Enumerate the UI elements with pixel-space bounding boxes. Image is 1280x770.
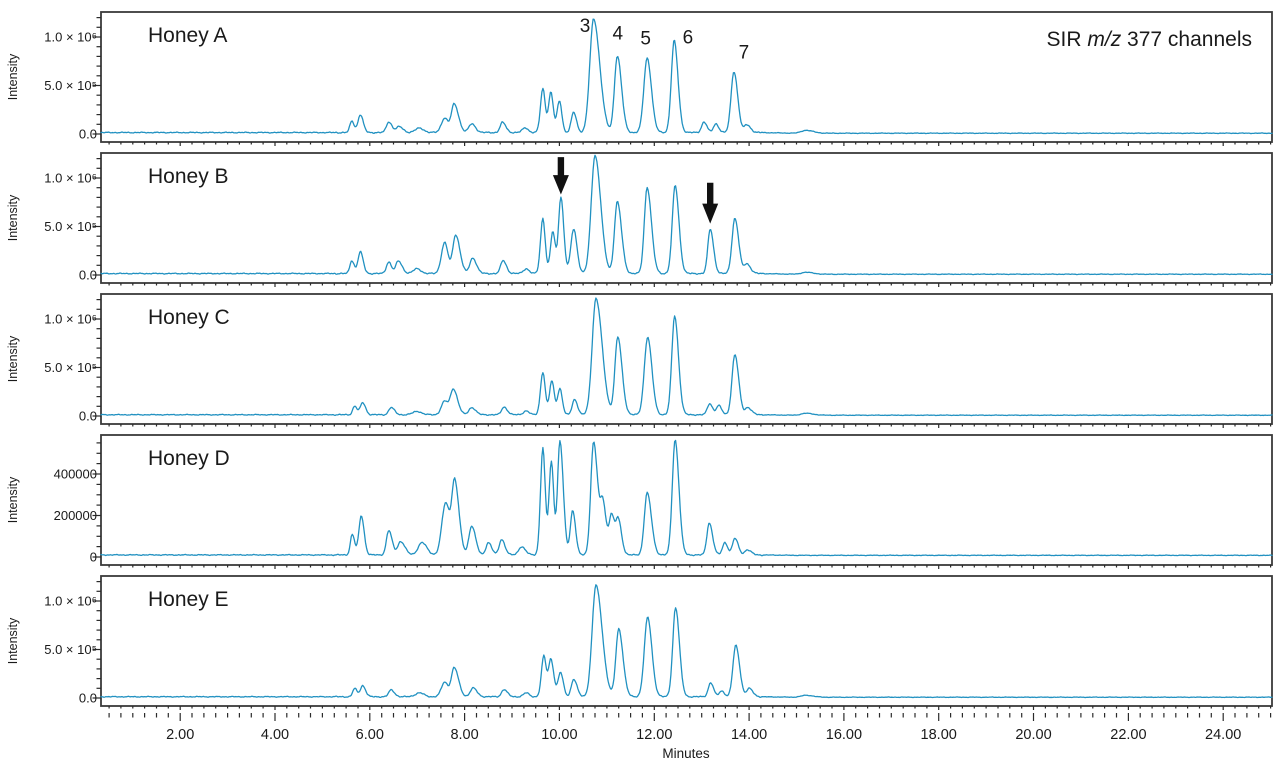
x-tick-label: 12.00 xyxy=(636,727,672,743)
x-axis-tick-labels: 2.00 4.00 6.00 8.00 10.00 12.00 14.00 16.00 18.0… xyxy=(166,727,1241,743)
x-tick-label: 18.00 xyxy=(921,727,957,743)
y-axis-ticks xyxy=(92,299,101,417)
chromatogram-trace xyxy=(100,154,1273,276)
plot-frame xyxy=(100,434,1273,566)
y-axis-title: Intensity xyxy=(6,476,20,523)
plot-frame xyxy=(100,575,1273,707)
y-axis-title: Intensity xyxy=(6,617,20,664)
x-tick-label: 6.00 xyxy=(356,727,384,743)
figure-title: SIR m/z 377 channels xyxy=(1047,28,1252,52)
peak-label-6: 6 xyxy=(683,28,694,49)
chromatogram-trace xyxy=(100,439,1273,557)
y-axis-ticks xyxy=(92,581,101,699)
y-axis-title: Intensity xyxy=(6,53,20,100)
y-tick-label: 5.0 × 10⁵ xyxy=(44,219,97,234)
panel-label-honey-d: Honey D xyxy=(148,447,230,470)
y-axis-title: Intensity xyxy=(6,194,20,241)
title-suffix: 377 channels xyxy=(1121,28,1252,51)
plot-frame xyxy=(100,152,1273,284)
x-axis-row: 2.00 4.00 6.00 8.00 10.00 12.00 14.00 16.00 18.0… xyxy=(0,713,1280,763)
x-tick-label: 24.00 xyxy=(1205,727,1241,743)
down-arrow xyxy=(702,182,719,224)
chromatogram-plot-honey-e: 1.0 × 10⁶ 5.0 × 10⁵ 0.0 Intensity xyxy=(6,575,1273,710)
x-tick-label: 16.00 xyxy=(826,727,862,743)
x-tick-label: 8.00 xyxy=(450,727,478,743)
y-axis-title: Intensity xyxy=(6,335,20,382)
peak-label-3: 3 xyxy=(580,16,591,37)
panel-label-honey-e: Honey E xyxy=(148,588,229,611)
x-axis-minor-ticks xyxy=(108,283,1272,287)
chromatogram-plot-honey-b: 1.0 × 10⁶ 5.0 × 10⁵ 0.0 Intensity xyxy=(6,152,1273,287)
x-tick-label: 4.00 xyxy=(261,727,289,743)
y-tick-label: 200000 xyxy=(54,508,97,523)
title-prefix: SIR xyxy=(1046,28,1088,51)
y-tick-label: 0.0 xyxy=(79,691,97,706)
y-tick-label: 1.0 × 10⁶ xyxy=(44,594,97,609)
chromatogram-trace xyxy=(100,297,1273,417)
y-tick-label: 5.0 × 10⁵ xyxy=(44,642,97,657)
y-tick-label: 0 xyxy=(90,550,97,565)
y-tick-label: 0.0 xyxy=(79,268,97,283)
x-axis-minor-ticks xyxy=(108,142,1272,146)
panel-honey-c: 1.0 × 10⁶ 5.0 × 10⁵ 0.0 Intensity Honey … xyxy=(0,290,1280,431)
x-axis-minor-ticks xyxy=(108,424,1272,428)
y-tick-label: 400000 xyxy=(54,467,97,482)
y-tick-label: 5.0 × 10⁵ xyxy=(44,360,97,375)
panel-honey-d: 400000 200000 0 Intensity Honey D xyxy=(0,431,1280,572)
x-axis-minor-ticks xyxy=(108,565,1272,569)
y-axis-ticks xyxy=(92,442,101,558)
chromatogram-plot-honey-d: 400000 200000 0 Intensity xyxy=(6,434,1273,569)
chromatogram-trace xyxy=(100,584,1273,699)
plot-frame xyxy=(100,11,1273,143)
y-tick-label: 0.0 xyxy=(79,127,97,142)
panel-label-honey-c: Honey C xyxy=(148,306,230,329)
peak-number-labels: 3 4 5 6 7 xyxy=(580,16,749,64)
x-axis-title: Minutes xyxy=(662,746,710,761)
panel-honey-e: 1.0 × 10⁶ 5.0 × 10⁵ 0.0 Intensity Honey … xyxy=(0,572,1280,713)
y-axis-ticks xyxy=(92,17,101,135)
peak-label-4: 4 xyxy=(613,24,624,45)
x-tick-label: 22.00 xyxy=(1110,727,1146,743)
peak-label-5: 5 xyxy=(640,28,651,49)
y-tick-label: 5.0 × 10⁵ xyxy=(44,78,97,93)
plot-frame xyxy=(100,293,1273,425)
x-axis-ticks xyxy=(108,713,1272,721)
panel-label-honey-a: Honey A xyxy=(148,24,228,47)
chromatogram-plot-honey-a: 1.0 × 10⁶ 5.0 × 10⁵ 0.0 Intensity 3 4 5 … xyxy=(6,11,1273,146)
y-tick-label: 1.0 × 10⁶ xyxy=(44,312,97,327)
x-tick-label: 10.00 xyxy=(541,727,577,743)
title-mz-italic: m/z xyxy=(1087,28,1122,51)
y-tick-label: 0.0 xyxy=(79,409,97,424)
down-arrow xyxy=(552,157,569,195)
x-axis: 2.00 4.00 6.00 8.00 10.00 12.00 14.00 16.00 18.0… xyxy=(108,713,1272,761)
y-tick-label: 1.0 × 10⁶ xyxy=(44,30,97,45)
x-tick-label: 20.00 xyxy=(1015,727,1051,743)
peak-label-7: 7 xyxy=(739,43,750,64)
y-axis-ticks xyxy=(92,158,101,276)
chromatogram-trace xyxy=(100,18,1273,135)
panel-honey-b: 1.0 × 10⁶ 5.0 × 10⁵ 0.0 Intensity Honey … xyxy=(0,149,1280,290)
chromatogram-plot-honey-c: 1.0 × 10⁶ 5.0 × 10⁵ 0.0 Intensity xyxy=(6,293,1273,428)
x-tick-label: 2.00 xyxy=(166,727,194,743)
y-tick-label: 1.0 × 10⁶ xyxy=(44,171,97,186)
x-axis-minor-ticks xyxy=(108,706,1272,710)
x-tick-label: 14.00 xyxy=(731,727,767,743)
panel-honey-a: 1.0 × 10⁶ 5.0 × 10⁵ 0.0 Intensity 3 4 5 … xyxy=(0,8,1280,149)
adulterant-peak-arrows xyxy=(552,157,719,224)
panel-label-honey-b: Honey B xyxy=(148,165,229,188)
